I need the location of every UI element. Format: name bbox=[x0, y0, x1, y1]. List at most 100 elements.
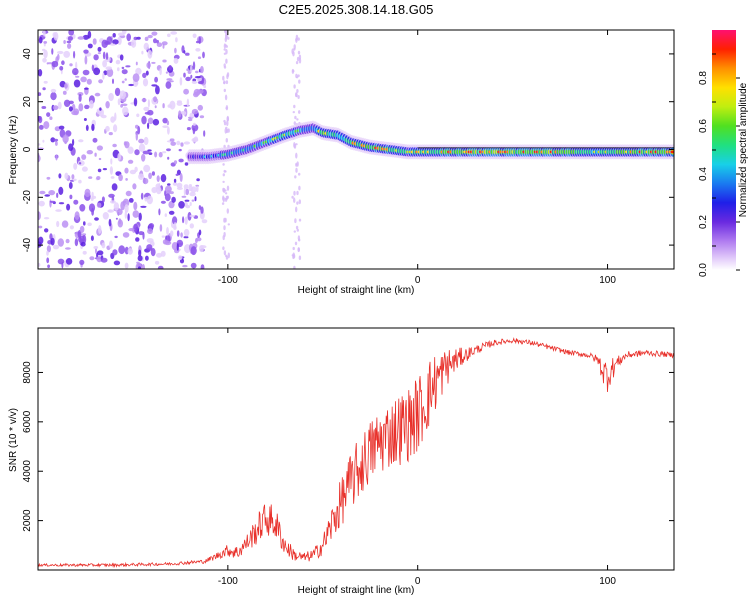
noise-streak bbox=[226, 73, 229, 80]
noise-speckle bbox=[178, 110, 182, 118]
noise-speckle bbox=[57, 258, 65, 265]
noise-streak bbox=[226, 115, 229, 122]
noise-speckle bbox=[185, 188, 190, 196]
noise-speckle bbox=[173, 160, 178, 165]
noise-speckle bbox=[121, 103, 128, 107]
noise-speckle bbox=[88, 203, 96, 212]
noise-streak bbox=[295, 143, 298, 146]
noise-speckle bbox=[167, 183, 171, 186]
noise-speckle bbox=[120, 201, 125, 211]
noise-speckle bbox=[185, 76, 191, 82]
noise-speckle bbox=[55, 141, 58, 146]
noise-speckle bbox=[170, 141, 176, 146]
signal-peak bbox=[670, 150, 674, 154]
noise-speckle bbox=[175, 173, 179, 176]
noise-streak bbox=[298, 185, 301, 191]
noise-speckle bbox=[111, 183, 118, 191]
noise-speckle bbox=[151, 187, 158, 194]
colorbar-tick-label: 0.2 bbox=[698, 215, 709, 229]
noise-speckle bbox=[58, 125, 65, 130]
noise-speckle bbox=[95, 247, 97, 254]
noise-speckle bbox=[142, 150, 150, 155]
noise-speckle bbox=[184, 199, 190, 202]
noise-streak bbox=[294, 175, 297, 179]
noise-speckle bbox=[108, 218, 112, 227]
noise-speckle bbox=[105, 101, 110, 109]
noise-speckle bbox=[92, 38, 97, 45]
noise-speckle bbox=[127, 213, 130, 222]
noise-speckle bbox=[64, 172, 69, 180]
noise-speckle bbox=[203, 84, 207, 89]
noise-speckle bbox=[78, 179, 82, 184]
noise-speckle bbox=[38, 36, 43, 44]
noise-speckle bbox=[59, 66, 64, 71]
noise-speckle bbox=[135, 237, 140, 242]
noise-speckle bbox=[138, 212, 142, 221]
noise-speckle bbox=[98, 108, 105, 117]
noise-streak bbox=[223, 169, 226, 173]
noise-speckle bbox=[162, 239, 168, 245]
noise-speckle bbox=[190, 246, 197, 256]
noise-speckle bbox=[81, 233, 87, 236]
noise-speckle bbox=[58, 202, 65, 205]
noise-speckle bbox=[127, 159, 134, 164]
noise-speckle bbox=[198, 205, 202, 210]
noise-speckle bbox=[183, 236, 189, 239]
noise-speckle bbox=[142, 72, 147, 78]
noise-speckle bbox=[49, 200, 56, 203]
noise-speckle bbox=[96, 176, 101, 180]
noise-speckle bbox=[161, 235, 165, 238]
noise-speckle bbox=[112, 249, 118, 256]
noise-speckle bbox=[190, 74, 193, 79]
noise-speckle bbox=[166, 227, 169, 235]
x-tick-label: 100 bbox=[599, 576, 616, 587]
noise-speckle bbox=[73, 162, 78, 170]
noise-speckle bbox=[179, 173, 183, 182]
noise-speckle bbox=[92, 137, 98, 143]
noise-streak bbox=[293, 84, 296, 89]
noise-speckle bbox=[87, 43, 93, 49]
noise-speckle bbox=[50, 137, 56, 143]
noise-speckle bbox=[143, 164, 151, 173]
noise-speckle bbox=[68, 30, 75, 36]
noise-speckle bbox=[110, 116, 116, 123]
noise-speckle bbox=[172, 182, 178, 186]
noise-speckle bbox=[186, 98, 190, 107]
noise-speckle bbox=[78, 103, 84, 112]
noise-speckle bbox=[64, 83, 68, 89]
y-tick-label: -40 bbox=[22, 237, 33, 252]
noise-speckle bbox=[180, 232, 183, 238]
noise-speckle bbox=[67, 43, 72, 49]
noise-streak bbox=[294, 218, 297, 224]
noise-speckle bbox=[55, 154, 58, 161]
noise-speckle bbox=[158, 208, 161, 216]
noise-speckle bbox=[89, 256, 95, 261]
noise-speckle bbox=[112, 78, 114, 85]
noise-speckle bbox=[195, 40, 201, 44]
noise-speckle bbox=[194, 76, 202, 79]
snr-panel: -100 0 100 2000 4000 6000 8000 Height of strai… bbox=[8, 327, 675, 596]
noise-speckle bbox=[195, 70, 199, 74]
noise-speckle bbox=[88, 176, 93, 179]
noise-speckle bbox=[57, 238, 64, 247]
noise-streak bbox=[293, 265, 296, 269]
noise-speckle bbox=[191, 108, 199, 115]
noise-streak bbox=[223, 217, 226, 223]
noise-streak bbox=[222, 235, 225, 241]
noise-speckle bbox=[145, 70, 149, 76]
noise-speckle bbox=[89, 100, 94, 109]
noise-speckle bbox=[49, 199, 52, 208]
noise-speckle bbox=[96, 202, 102, 208]
noise-speckle bbox=[176, 182, 183, 189]
noise-speckle bbox=[51, 48, 54, 55]
noise-speckle bbox=[82, 234, 87, 244]
noise-speckle bbox=[183, 141, 190, 145]
noise-speckle bbox=[42, 57, 47, 63]
y-tick-label: 6000 bbox=[22, 410, 33, 433]
noise-speckle bbox=[137, 255, 143, 262]
noise-speckle bbox=[38, 200, 45, 207]
noise-speckle bbox=[108, 132, 113, 136]
noise-speckle bbox=[200, 264, 205, 269]
noise-streak bbox=[292, 111, 295, 114]
colorbar-tick-label: 0.8 bbox=[698, 71, 709, 85]
